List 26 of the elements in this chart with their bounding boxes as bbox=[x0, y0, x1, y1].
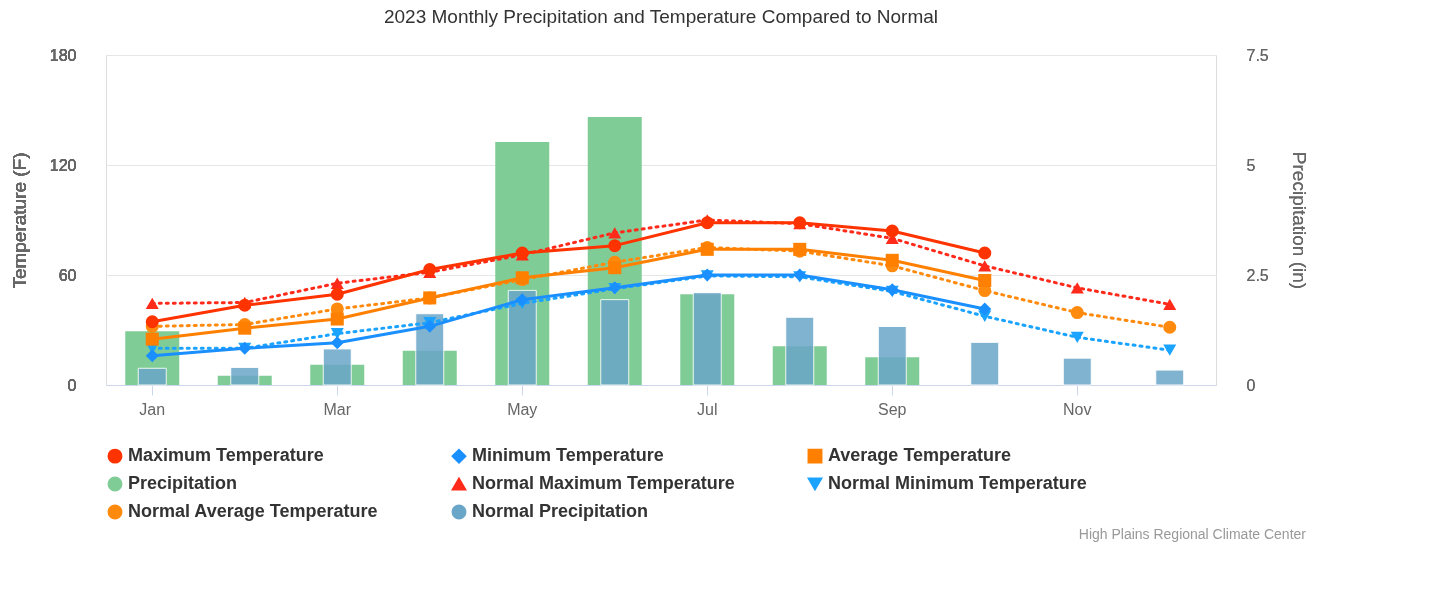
y2-tick-label: 2.5 bbox=[1246, 266, 1269, 284]
y2-tick-label: 7.5 bbox=[1246, 46, 1269, 64]
y-tick-label: 180 bbox=[49, 46, 77, 64]
y-tick-label: 0 bbox=[67, 376, 77, 394]
x-tick-label: Mar bbox=[323, 400, 352, 418]
legend-label: Normal Average Temperature bbox=[128, 501, 378, 521]
text: High Plains Regional Climate Center bbox=[1078, 526, 1307, 542]
legend-label: Precipitation bbox=[128, 473, 238, 493]
y2-tick-label: 5 bbox=[1246, 156, 1256, 174]
legend-label: Minimum Temperature bbox=[472, 445, 664, 466]
legend-label: Normal Maximum Temperature bbox=[472, 473, 735, 493]
x-tick-label: May bbox=[507, 400, 538, 418]
x-tick-label: Nov bbox=[1063, 400, 1092, 418]
legend-label: Normal Minimum Temperature bbox=[828, 473, 1087, 493]
legend-label: Maximum Temperature bbox=[128, 445, 324, 466]
y-tick-label: 120 bbox=[49, 156, 77, 174]
legend-label: Normal Precipitation bbox=[472, 501, 649, 521]
y2-axis-title: Precipitation (in) bbox=[1288, 151, 1310, 290]
x-tick-label: Jan bbox=[139, 400, 166, 418]
y2-tick-label: 0 bbox=[1246, 376, 1256, 394]
legend-label: Average Temperature bbox=[828, 445, 1012, 466]
y-axis-title: Temperature (F) bbox=[8, 152, 30, 289]
x-tick-label: Sep bbox=[878, 400, 907, 418]
x-tick-label: Jul bbox=[697, 400, 718, 418]
y-tick-label: 60 bbox=[58, 266, 77, 284]
chart-title: 2023 Monthly Precipitation and Temperature Compared to Normal bbox=[383, 6, 939, 27]
